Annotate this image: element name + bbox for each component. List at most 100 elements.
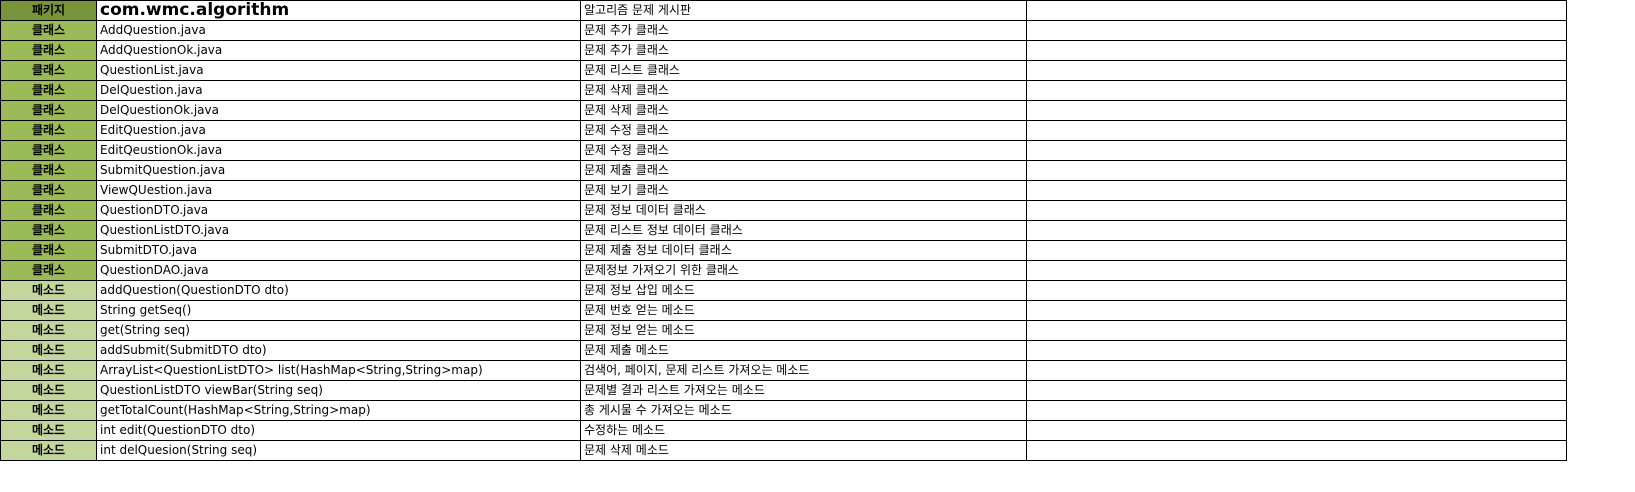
description-cell[interactable]: 문제 삭제 클래스 — [580, 80, 1027, 101]
empty-cell[interactable] — [1026, 0, 1567, 21]
empty-cell[interactable] — [1026, 80, 1567, 101]
name-cell[interactable]: QuestionDTO.java — [96, 200, 581, 221]
empty-cell[interactable] — [1026, 320, 1567, 341]
kind-cell[interactable]: 클래스 — [0, 40, 97, 61]
name-cell[interactable]: EditQuestion.java — [96, 120, 581, 141]
kind-cell[interactable]: 메소드 — [0, 400, 97, 421]
empty-cell[interactable] — [1026, 180, 1567, 201]
kind-cell[interactable]: 클래스 — [0, 60, 97, 81]
kind-cell[interactable]: 메소드 — [0, 360, 97, 381]
empty-cell[interactable] — [1026, 200, 1567, 221]
description-cell[interactable]: 문제 추가 클래스 — [580, 40, 1027, 61]
empty-cell[interactable] — [1026, 20, 1567, 41]
empty-cell[interactable] — [1026, 420, 1567, 441]
kind-cell[interactable]: 패키지 — [0, 0, 97, 21]
kind-cell[interactable]: 클래스 — [0, 160, 97, 181]
empty-cell[interactable] — [1026, 360, 1567, 381]
empty-cell[interactable] — [1026, 140, 1567, 161]
package-name-cell[interactable]: com.wmc.algorithm — [96, 0, 581, 21]
description-cell[interactable]: 문제 수정 클래스 — [580, 120, 1027, 141]
description-cell[interactable]: 문제 리스트 정보 데이터 클래스 — [580, 220, 1027, 241]
empty-cell[interactable] — [1026, 440, 1567, 461]
name-cell[interactable]: ViewQUestion.java — [96, 180, 581, 201]
name-cell[interactable]: ArrayList<QuestionListDTO> list(HashMap<… — [96, 360, 581, 381]
description-cell[interactable]: 문제 삭제 메소드 — [580, 440, 1027, 461]
kind-cell[interactable]: 클래스 — [0, 80, 97, 101]
kind-cell[interactable]: 클래스 — [0, 240, 97, 261]
empty-cell[interactable] — [1026, 400, 1567, 421]
description-cell[interactable]: 문제 삭제 클래스 — [580, 100, 1027, 121]
description-cell[interactable]: 문제정보 가져오기 위한 클래스 — [580, 260, 1027, 281]
package-row: 패키지 com.wmc.algorithm 알고리즘 문제 게시판 — [0, 0, 1567, 21]
name-cell[interactable]: addSubmit(SubmitDTO dto) — [96, 340, 581, 361]
kind-cell[interactable]: 클래스 — [0, 220, 97, 241]
kind-cell[interactable]: 클래스 — [0, 200, 97, 221]
empty-cell[interactable] — [1026, 260, 1567, 281]
name-cell[interactable]: AddQuestion.java — [96, 20, 581, 41]
description-cell[interactable]: 문제 정보 얻는 메소드 — [580, 320, 1027, 341]
description-cell[interactable]: 수정하는 메소드 — [580, 420, 1027, 441]
description-cell[interactable]: 문제별 결과 리스트 가져오는 메소드 — [580, 380, 1027, 401]
kind-cell[interactable]: 메소드 — [0, 280, 97, 301]
description-cell[interactable]: 알고리즘 문제 게시판 — [580, 0, 1027, 21]
empty-cell[interactable] — [1026, 380, 1567, 401]
description-cell[interactable]: 문제 제출 정보 데이터 클래스 — [580, 240, 1027, 261]
empty-cell[interactable] — [1026, 120, 1567, 141]
name-cell[interactable]: int edit(QuestionDTO dto) — [96, 420, 581, 441]
description-cell[interactable]: 문제 번호 얻는 메소드 — [580, 300, 1027, 321]
empty-cell[interactable] — [1026, 240, 1567, 261]
empty-cell[interactable] — [1026, 340, 1567, 361]
method-row: 메소드 getTotalCount(HashMap<String,String>m… — [0, 400, 1567, 421]
name-cell[interactable]: get(String seq) — [96, 320, 581, 341]
kind-cell[interactable]: 클래스 — [0, 120, 97, 141]
class-row: 클래스 SubmitDTO.java 문제 제출 정보 데이터 클래스 — [0, 240, 1567, 261]
empty-cell[interactable] — [1026, 300, 1567, 321]
name-cell[interactable]: DelQuestionOk.java — [96, 100, 581, 121]
method-row: 메소드 addSubmit(SubmitDTO dto) 문제 제출 메소드 — [0, 340, 1567, 361]
kind-cell[interactable]: 메소드 — [0, 320, 97, 341]
name-cell[interactable]: QuestionListDTO viewBar(String seq) — [96, 380, 581, 401]
name-cell[interactable]: DelQuestion.java — [96, 80, 581, 101]
description-cell[interactable]: 총 게시물 수 가져오는 메소드 — [580, 400, 1027, 421]
empty-cell[interactable] — [1026, 40, 1567, 61]
empty-cell[interactable] — [1026, 160, 1567, 181]
kind-cell[interactable]: 클래스 — [0, 260, 97, 281]
empty-cell[interactable] — [1026, 100, 1567, 121]
kind-cell[interactable]: 클래스 — [0, 20, 97, 41]
description-cell[interactable]: 검색어, 페이지, 문제 리스트 가져오는 메소드 — [580, 360, 1027, 381]
name-cell[interactable]: QuestionList.java — [96, 60, 581, 81]
empty-cell[interactable] — [1026, 220, 1567, 241]
kind-cell[interactable]: 클래스 — [0, 100, 97, 121]
name-cell[interactable]: getTotalCount(HashMap<String,String>map) — [96, 400, 581, 421]
class-row: 클래스 QuestionList.java 문제 리스트 클래스 — [0, 60, 1567, 81]
kind-cell[interactable]: 메소드 — [0, 300, 97, 321]
kind-cell[interactable]: 메소드 — [0, 440, 97, 461]
name-cell[interactable]: QuestionListDTO.java — [96, 220, 581, 241]
class-row: 클래스 DelQuestion.java 문제 삭제 클래스 — [0, 80, 1567, 101]
description-cell[interactable]: 문제 리스트 클래스 — [580, 60, 1027, 81]
kind-cell[interactable]: 메소드 — [0, 420, 97, 441]
name-cell[interactable]: QuestionDAO.java — [96, 260, 581, 281]
description-cell[interactable]: 문제 수정 클래스 — [580, 140, 1027, 161]
description-cell[interactable]: 문제 정보 삽입 메소드 — [580, 280, 1027, 301]
name-cell[interactable]: SubmitDTO.java — [96, 240, 581, 261]
kind-cell[interactable]: 메소드 — [0, 340, 97, 361]
name-cell[interactable]: EditQeustionOk.java — [96, 140, 581, 161]
name-cell[interactable]: int delQuesion(String seq) — [96, 440, 581, 461]
method-row: 메소드 int edit(QuestionDTO dto) 수정하는 메소드 — [0, 420, 1567, 441]
empty-cell[interactable] — [1026, 60, 1567, 81]
name-cell[interactable]: SubmitQuestion.java — [96, 160, 581, 181]
description-cell[interactable]: 문제 제출 클래스 — [580, 160, 1027, 181]
description-cell[interactable]: 문제 보기 클래스 — [580, 180, 1027, 201]
name-cell[interactable]: String getSeq() — [96, 300, 581, 321]
kind-cell[interactable]: 메소드 — [0, 380, 97, 401]
empty-cell[interactable] — [1026, 280, 1567, 301]
description-cell[interactable]: 문제 제출 메소드 — [580, 340, 1027, 361]
kind-cell[interactable]: 클래스 — [0, 180, 97, 201]
name-cell[interactable]: addQuestion(QuestionDTO dto) — [96, 280, 581, 301]
description-cell[interactable]: 문제 추가 클래스 — [580, 20, 1027, 41]
method-row: 메소드 QuestionListDTO viewBar(String seq) 문제… — [0, 380, 1567, 401]
name-cell[interactable]: AddQuestionOk.java — [96, 40, 581, 61]
description-cell[interactable]: 문제 정보 데이터 클래스 — [580, 200, 1027, 221]
kind-cell[interactable]: 클래스 — [0, 140, 97, 161]
